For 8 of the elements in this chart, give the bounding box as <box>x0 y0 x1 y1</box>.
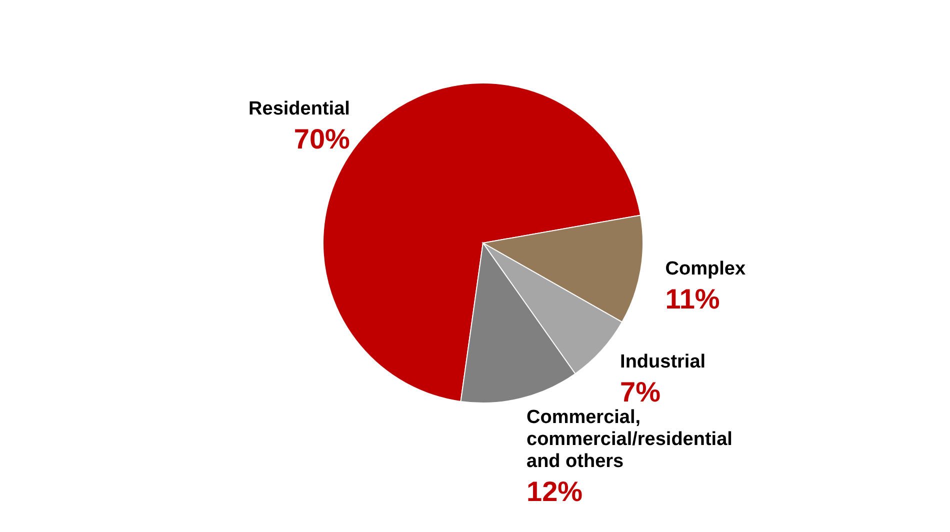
slice-label: Commercial, commercial/residential and others <box>526 406 732 472</box>
slice-label: Complex <box>665 258 746 280</box>
data-label: 11% <box>665 283 720 314</box>
slice-label: Residential <box>248 98 350 120</box>
data-label: 7% <box>620 376 661 408</box>
data-label: 70% <box>294 123 350 154</box>
slice-label: Industrial <box>620 351 706 372</box>
data-label: 12% <box>526 476 583 507</box>
